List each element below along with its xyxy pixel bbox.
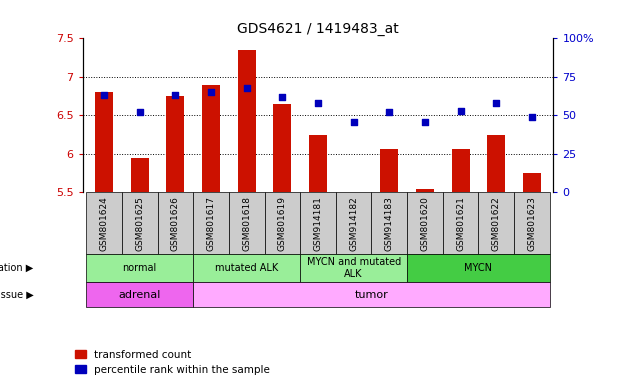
Text: MYCN and mutated
ALK: MYCN and mutated ALK [307,257,401,279]
Bar [487,135,505,192]
Bar [452,149,469,192]
Bar [193,192,229,254]
Text: GSM914181: GSM914181 [314,196,322,251]
Bar [202,84,220,192]
Text: tissue ▶: tissue ▶ [0,290,33,300]
Legend: transformed count, percentile rank within the sample: transformed count, percentile rank withi… [75,350,270,375]
Bar [238,50,256,192]
Bar [193,254,300,282]
Text: GSM801621: GSM801621 [456,196,465,251]
Point [313,100,323,106]
Point [170,92,181,98]
Text: GSM801620: GSM801620 [420,196,429,251]
Text: mutated ALK: mutated ALK [215,263,279,273]
Text: MYCN: MYCN [464,263,492,273]
Bar [95,92,113,192]
Point [206,89,216,95]
Bar [158,192,193,254]
Point [527,114,537,120]
Bar [300,192,336,254]
Bar [336,192,371,254]
Point [135,109,145,115]
Text: GSM801619: GSM801619 [278,196,287,251]
Bar [309,135,327,192]
Bar [443,192,478,254]
Point [242,84,252,91]
Bar [478,192,514,254]
Bar [131,158,149,192]
Bar [407,254,550,282]
Bar [416,189,434,192]
Text: genotype/variation ▶: genotype/variation ▶ [0,263,33,273]
Bar [86,254,193,282]
Text: GSM801626: GSM801626 [171,196,180,251]
Text: normal: normal [123,263,157,273]
Bar [273,104,291,192]
Text: GSM801622: GSM801622 [492,196,501,251]
Point [99,92,109,98]
Bar [193,282,550,307]
Text: GSM801625: GSM801625 [135,196,144,251]
Bar [380,149,398,192]
Bar [86,282,193,307]
Bar [514,192,550,254]
Text: tumor: tumor [355,290,389,300]
Text: adrenal: adrenal [118,290,161,300]
Text: GSM914182: GSM914182 [349,196,358,251]
Bar [371,192,407,254]
Title: GDS4621 / 1419483_at: GDS4621 / 1419483_at [237,22,399,36]
Point [349,119,359,125]
Point [455,108,466,114]
Bar [523,173,541,192]
Bar [407,192,443,254]
Text: GSM801618: GSM801618 [242,196,251,251]
Bar [86,192,122,254]
Bar [229,192,265,254]
Point [277,94,287,100]
Point [384,109,394,115]
Bar [167,96,184,192]
Bar [265,192,300,254]
Text: GSM801624: GSM801624 [100,196,109,251]
Text: GSM914183: GSM914183 [385,196,394,251]
Point [420,119,430,125]
Bar [300,254,407,282]
Text: GSM801617: GSM801617 [207,196,216,251]
Bar [122,192,158,254]
Point [491,100,501,106]
Text: GSM801623: GSM801623 [527,196,536,251]
